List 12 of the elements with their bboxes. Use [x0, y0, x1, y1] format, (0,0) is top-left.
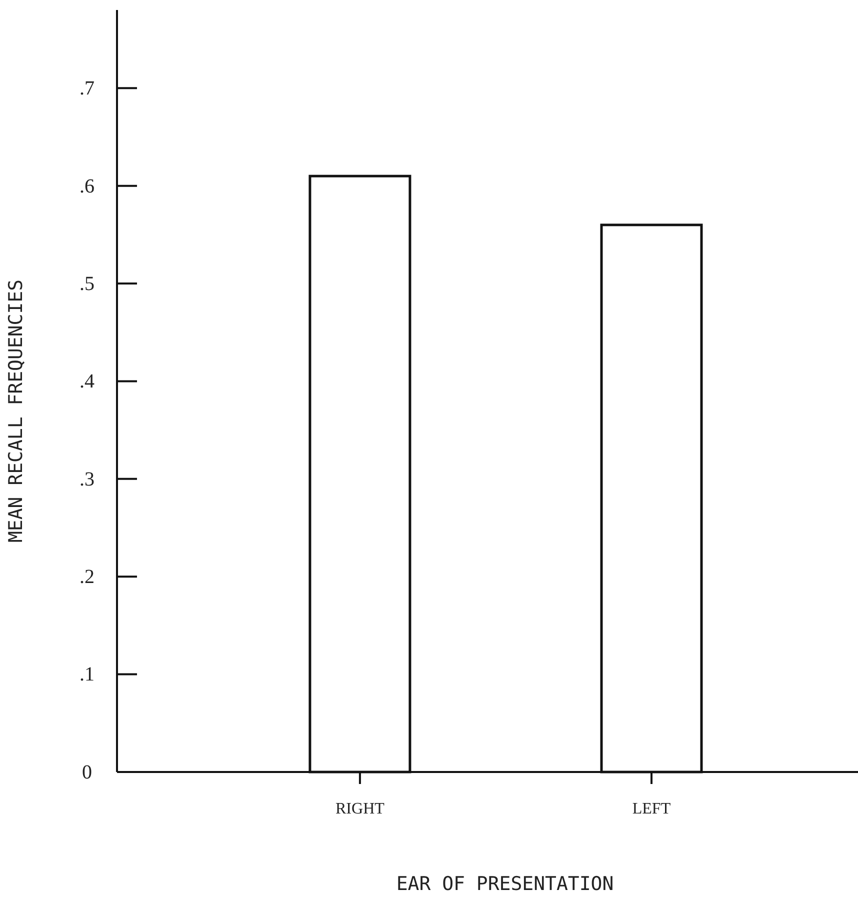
x-tick-label: LEFT [632, 800, 671, 818]
x-tick-label: RIGHT [336, 800, 385, 818]
y-tick-label: .7 [80, 78, 94, 100]
y-tick-label: .3 [80, 468, 94, 490]
x-axis-title: EAR OF PRESENTATION [396, 873, 614, 895]
y-tick-label: 0 [82, 761, 92, 784]
y-tick-label: .2 [80, 566, 94, 588]
y-tick-label: .1 [80, 664, 94, 686]
y-tick-label: .4 [80, 370, 94, 393]
y-tick-label: .6 [80, 175, 94, 198]
y-tick-label: .5 [80, 272, 94, 295]
y-axis-title: MEAN RECALL FREQUENCIES [5, 279, 27, 543]
